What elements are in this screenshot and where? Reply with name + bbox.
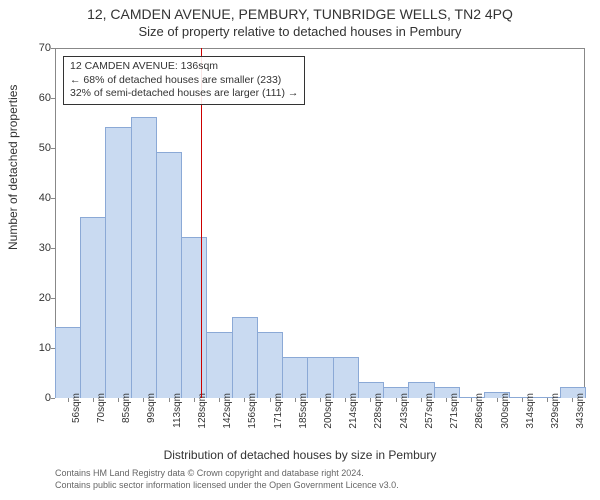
y-tick-label: 20	[25, 292, 51, 304]
x-axis-label: Distribution of detached houses by size …	[0, 448, 600, 462]
x-tick-label: 56sqm	[71, 393, 82, 423]
x-tick-label: 142sqm	[222, 393, 233, 429]
x-tick-label: 257sqm	[424, 393, 435, 429]
x-tick-mark	[446, 398, 447, 402]
histogram-bar	[131, 117, 157, 398]
x-tick-mark	[421, 398, 422, 402]
x-tick-mark	[244, 398, 245, 402]
x-tick-label: 243sqm	[399, 393, 410, 429]
y-tick-label: 60	[25, 92, 51, 104]
x-tick-mark	[320, 398, 321, 402]
x-tick-mark	[219, 398, 220, 402]
plot-area: 010203040506070 56sqm70sqm85sqm99sqm113s…	[55, 48, 585, 398]
histogram-bar	[333, 357, 359, 398]
x-tick-mark	[270, 398, 271, 402]
x-tick-mark	[497, 398, 498, 402]
chart-title-line1: 12, CAMDEN AVENUE, PEMBURY, TUNBRIDGE WE…	[0, 6, 600, 22]
x-tick-mark	[194, 398, 195, 402]
x-tick-label: 214sqm	[348, 393, 359, 429]
chart-title-line2: Size of property relative to detached ho…	[0, 24, 600, 39]
x-tick-mark	[295, 398, 296, 402]
histogram-bar	[181, 237, 207, 398]
y-tick-mark	[51, 298, 55, 299]
footer-line1: Contains HM Land Registry data © Crown c…	[55, 468, 399, 480]
y-tick-label: 10	[25, 342, 51, 354]
x-tick-label: 286sqm	[474, 393, 485, 429]
y-tick-label: 0	[25, 392, 51, 404]
histogram-bar	[307, 357, 333, 398]
annotation-box: 12 CAMDEN AVENUE: 136sqm← 68% of detache…	[63, 56, 305, 105]
y-tick-label: 50	[25, 142, 51, 154]
annotation-line: 12 CAMDEN AVENUE: 136sqm	[70, 60, 298, 74]
x-tick-label: 200sqm	[323, 393, 334, 429]
x-tick-mark	[396, 398, 397, 402]
x-tick-mark	[471, 398, 472, 402]
histogram-bar	[257, 332, 283, 398]
x-tick-label: 314sqm	[525, 393, 536, 429]
y-tick-mark	[51, 98, 55, 99]
x-tick-mark	[370, 398, 371, 402]
y-tick-label: 30	[25, 242, 51, 254]
x-tick-mark	[118, 398, 119, 402]
x-tick-mark	[68, 398, 69, 402]
annotation-line: ← 68% of detached houses are smaller (23…	[70, 74, 298, 88]
x-tick-label: 300sqm	[500, 393, 511, 429]
x-tick-mark	[143, 398, 144, 402]
histogram-bar	[55, 327, 81, 398]
x-tick-label: 85sqm	[121, 393, 132, 423]
y-tick-label: 40	[25, 192, 51, 204]
histogram-bar	[156, 152, 182, 398]
x-tick-label: 156sqm	[247, 393, 258, 429]
footer-line2: Contains public sector information licen…	[55, 480, 399, 492]
y-tick-mark	[51, 248, 55, 249]
x-tick-label: 343sqm	[575, 393, 586, 429]
x-tick-mark	[93, 398, 94, 402]
y-tick-mark	[51, 148, 55, 149]
histogram-bar	[206, 332, 232, 398]
x-tick-label: 185sqm	[298, 393, 309, 429]
footer-text: Contains HM Land Registry data © Crown c…	[55, 468, 399, 491]
y-tick-label: 70	[25, 42, 51, 54]
x-tick-label: 171sqm	[273, 393, 284, 429]
y-tick-mark	[51, 198, 55, 199]
x-tick-mark	[572, 398, 573, 402]
histogram-bar	[232, 317, 258, 398]
histogram-bar	[80, 217, 106, 398]
x-tick-label: 228sqm	[373, 393, 384, 429]
y-axis-label: Number of detached properties	[6, 85, 20, 250]
x-tick-label: 329sqm	[550, 393, 561, 429]
x-tick-label: 128sqm	[197, 393, 208, 429]
x-tick-label: 70sqm	[96, 393, 107, 423]
histogram-bar	[105, 127, 131, 398]
x-tick-label: 113sqm	[172, 393, 183, 428]
y-tick-mark	[51, 48, 55, 49]
x-tick-mark	[169, 398, 170, 402]
x-tick-mark	[547, 398, 548, 402]
x-tick-mark	[345, 398, 346, 402]
chart-container: 12, CAMDEN AVENUE, PEMBURY, TUNBRIDGE WE…	[0, 0, 600, 500]
histogram-bar	[282, 357, 308, 398]
x-tick-label: 99sqm	[146, 393, 157, 423]
x-tick-mark	[522, 398, 523, 402]
y-tick-mark	[51, 398, 55, 399]
x-tick-label: 271sqm	[449, 393, 460, 429]
annotation-line: 32% of semi-detached houses are larger (…	[70, 87, 298, 101]
